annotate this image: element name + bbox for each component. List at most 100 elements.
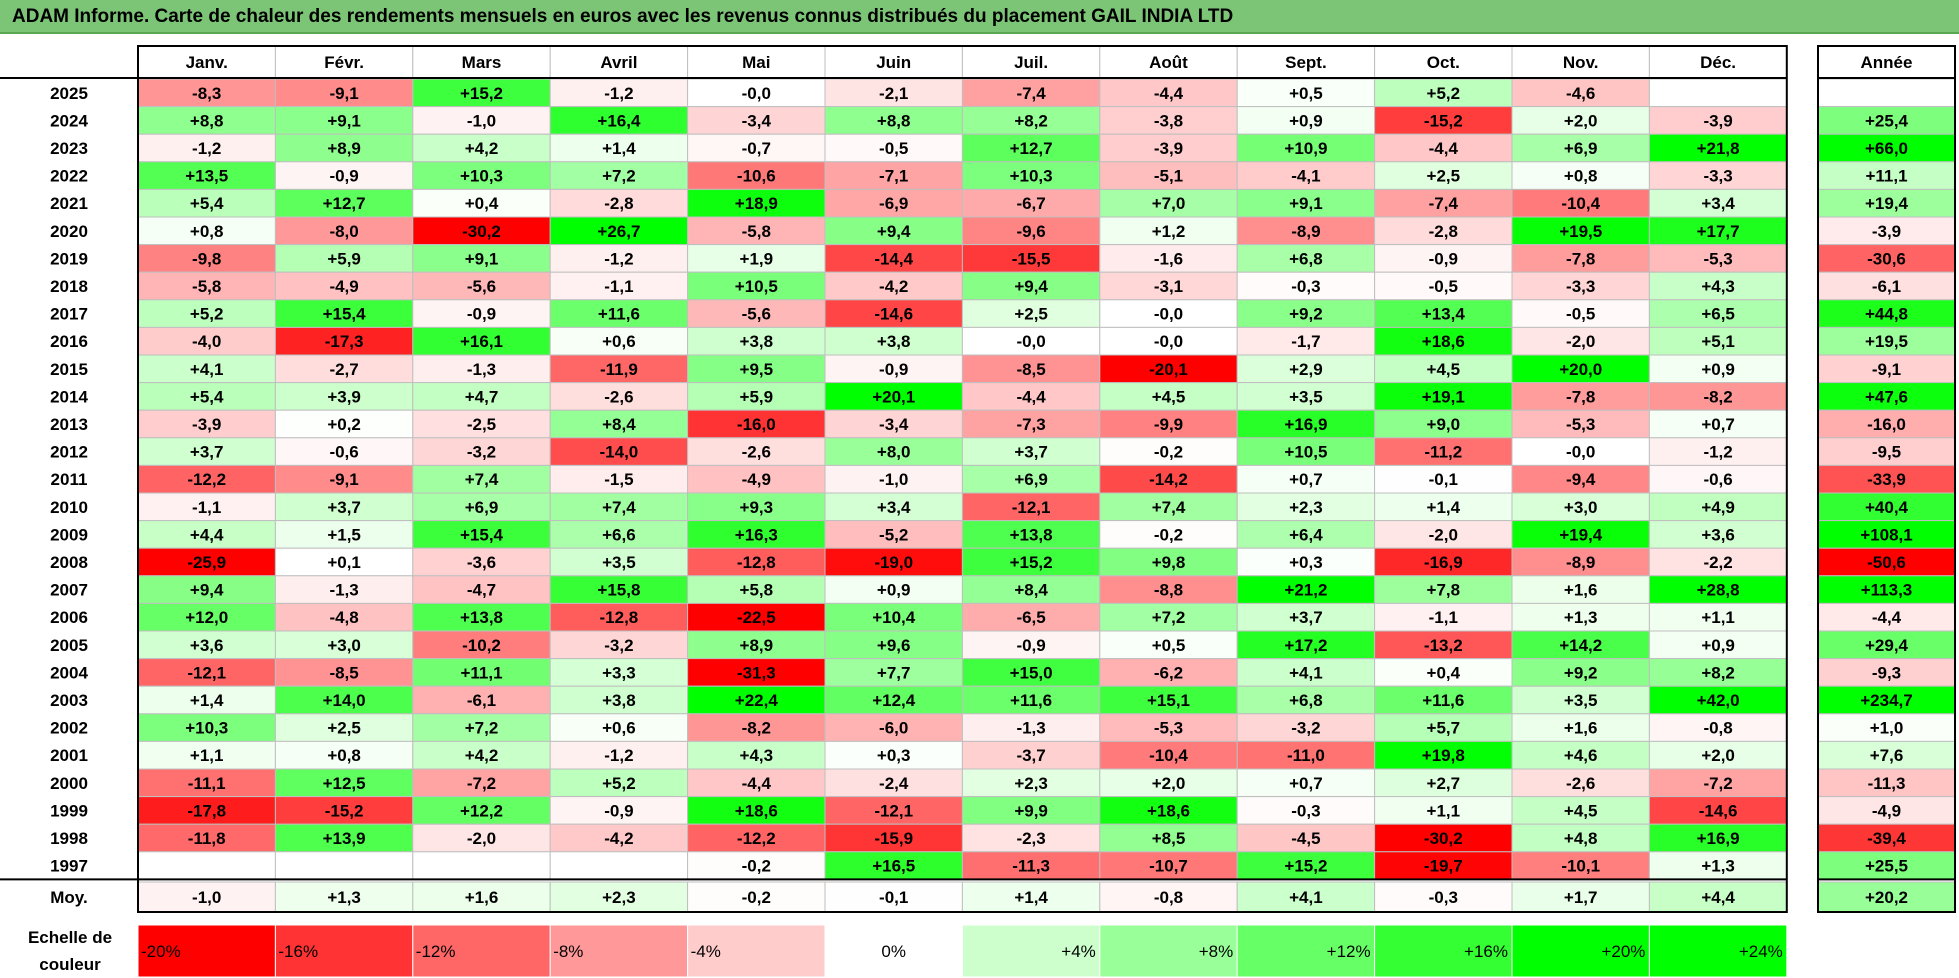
heatmap-value: -17,8 [187,801,226,820]
heatmap-value: +6,8 [1289,249,1323,268]
heatmap-cell [687,851,826,880]
heatmap-cell [1099,520,1238,549]
heatmap-cell [1511,740,1650,770]
heatmap-cell [412,78,551,108]
heatmap-cell [687,575,826,604]
heatmap-value: +2,0 [1701,746,1735,765]
heatmap-value: -9,9 [1154,415,1183,434]
heatmap-value: -1,3 [467,360,496,379]
annual-value: +66,0 [1865,139,1908,158]
heatmap-value: -20,1 [1149,360,1188,379]
annual-value: -30,6 [1867,249,1906,268]
heatmap-value: +4,7 [465,387,499,406]
heatmap-cell [1236,740,1376,770]
heatmap-cell [549,326,689,356]
year-label: 1997 [50,857,88,876]
heatmap-cell [412,575,551,604]
heatmap-value: +1,3 [1564,608,1598,627]
heatmap-cell [1099,437,1238,466]
scale-label: couleur [39,955,101,974]
scale-swatch-label: +12% [1327,942,1371,961]
heatmap-cell [1511,244,1650,273]
heatmap-value: +16,9 [1284,415,1327,434]
heatmap-value: -0,1 [1429,470,1458,489]
heatmap-value: +10,5 [735,277,778,296]
heatmap-value: +0,9 [877,581,911,600]
heatmap-cell [1374,382,1513,411]
heatmap-value: +3,0 [1564,498,1598,517]
heatmap-cell [1236,464,1376,494]
heatmap-value: +9,2 [1289,305,1323,324]
annual-cell [1817,575,1956,604]
heatmap-cell [1099,133,1238,163]
heatmap-value: +2,3 [1289,498,1323,517]
heatmap-value: +2,0 [1564,111,1598,130]
heatmap-value: -1,0 [879,470,908,489]
heatmap-cell [961,78,1101,108]
heatmap-cell [137,354,276,384]
heatmap-cell [1236,492,1376,522]
annual-value: -9,5 [1872,443,1901,462]
heatmap-value: -10,4 [1561,194,1600,213]
heatmap-value: +13,5 [185,167,228,186]
heatmap-value: +0,6 [602,332,636,351]
heatmap-value: +11,6 [598,305,640,324]
heatmap-cell [412,464,551,494]
heatmap-cell [412,547,551,577]
heatmap-cell [1374,299,1513,328]
year-label: 2002 [50,719,88,738]
heatmap-cell [961,244,1101,273]
heatmap-value: +0,8 [327,746,361,765]
heatmap-value: +4,5 [1564,801,1598,820]
heatmap-cell [824,216,963,246]
heatmap-cell [137,244,276,273]
heatmap-value: +9,4 [877,222,911,241]
heatmap-cell [1099,78,1238,108]
heatmap-cell [1511,492,1650,522]
heatmap-value: +3,7 [190,443,224,462]
annual-value: +1,0 [1870,719,1904,738]
heatmap-value: -12,1 [187,663,226,682]
heatmap-cell [412,602,551,632]
heatmap-value: +9,0 [1427,415,1461,434]
year-label: 2001 [50,746,88,765]
average-cell [549,881,689,913]
heatmap-value: -12,2 [737,829,776,848]
heatmap-cell [824,713,963,742]
heatmap-value: +1,9 [740,249,774,268]
heatmap-cell [961,685,1101,715]
heatmap-value: -12,8 [600,608,639,627]
heatmap-value: -0,0 [1566,443,1595,462]
scale-swatch-label: 0% [881,942,906,961]
year-label: 2012 [50,443,88,462]
year-label: 2006 [50,608,88,627]
annual-cell [1817,382,1956,411]
average-value: +4,1 [1289,888,1323,907]
heatmap-cell [274,78,414,108]
heatmap-value: +42,0 [1697,691,1740,710]
heatmap-cell [1648,244,1788,273]
heatmap-value: -3,3 [1703,167,1732,186]
heatmap-value: -2,8 [604,194,633,213]
heatmap-value: -6,1 [467,691,496,710]
heatmap-cell [1236,658,1376,687]
heatmap-value: +6,9 [1564,139,1598,158]
heatmap-value: -1,2 [604,249,633,268]
heatmap-value: +7,2 [602,167,636,186]
heatmap-value: -6,2 [1154,663,1183,682]
annual-cell [1817,326,1956,356]
heatmap-value: -3,7 [1016,746,1045,765]
heatmap-value: +10,3 [185,719,228,738]
heatmap-cell [549,299,689,328]
heatmap-cell [549,216,689,246]
average-value: +1,6 [465,888,499,907]
heatmap-value: +10,3 [1010,167,1053,186]
heatmap-value: +1,4 [602,139,636,158]
scale-swatch [1374,924,1513,978]
heatmap-cell [1236,271,1376,301]
scale-swatch-label: +24% [1739,942,1783,961]
heatmap-cell [1648,78,1788,108]
heatmap-value: -3,1 [1154,277,1183,296]
heatmap-value: +5,2 [1427,84,1461,103]
